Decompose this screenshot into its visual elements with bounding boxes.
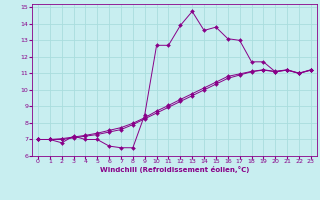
X-axis label: Windchill (Refroidissement éolien,°C): Windchill (Refroidissement éolien,°C) [100,166,249,173]
